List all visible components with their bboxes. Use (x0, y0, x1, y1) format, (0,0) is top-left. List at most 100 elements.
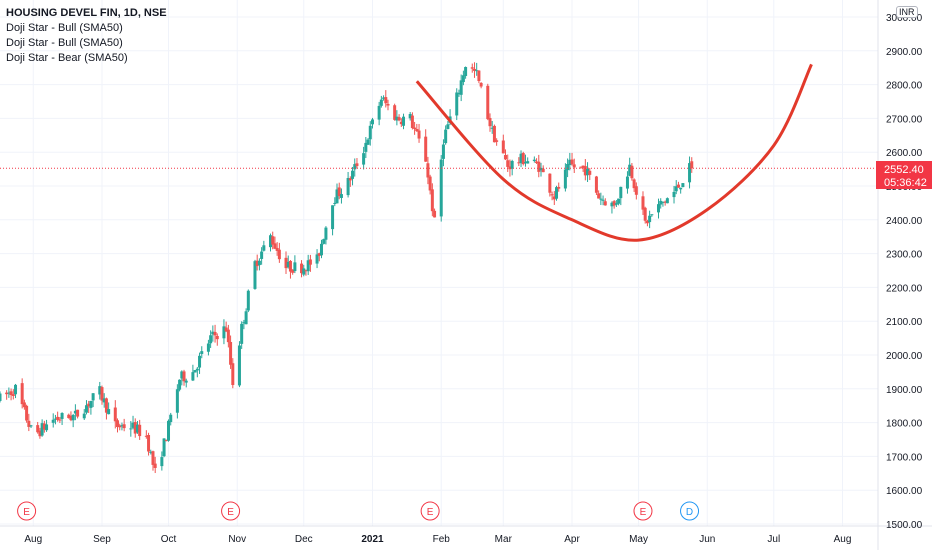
x-tick-label: Apr (564, 534, 580, 545)
candle (552, 191, 556, 205)
candle (175, 384, 179, 419)
event-marker[interactable]: E (633, 501, 653, 521)
candle (570, 152, 574, 166)
candle (630, 163, 634, 181)
candle (149, 449, 153, 455)
candle (688, 156, 692, 189)
candle (523, 154, 527, 167)
candle (215, 333, 219, 346)
candle (377, 101, 381, 126)
event-marker[interactable]: E (17, 501, 37, 521)
candle (306, 254, 310, 275)
symbol-title: HOUSING DEVEL FIN, 1D, NSE (6, 7, 167, 19)
candle (519, 150, 523, 168)
candle (339, 188, 343, 204)
candle (162, 438, 166, 458)
candle (40, 419, 44, 437)
candle (82, 409, 86, 421)
candle (446, 121, 450, 130)
candle (138, 419, 142, 440)
candle (25, 404, 29, 423)
candle (151, 450, 155, 471)
candle (645, 219, 649, 227)
candle (206, 339, 210, 356)
candle (632, 178, 636, 192)
candle (89, 400, 93, 415)
candle (213, 324, 217, 343)
candle (144, 430, 148, 439)
candle (382, 95, 386, 101)
candle (169, 412, 173, 426)
candle (402, 113, 406, 130)
candle (120, 422, 124, 431)
candle (370, 117, 374, 129)
candle (242, 319, 246, 330)
x-tick-label: Dec (295, 534, 313, 545)
candle (262, 240, 266, 252)
candle (526, 157, 530, 164)
candle (657, 198, 660, 219)
price-axis[interactable]: 1500.00 1600.00 1700.00 1800.00 1900.00 2000.… (886, 13, 923, 531)
candle (58, 417, 62, 424)
candle (441, 139, 445, 167)
candle (226, 324, 230, 348)
candle (348, 176, 352, 187)
candle (472, 62, 476, 78)
candle (45, 419, 49, 432)
candle (601, 195, 605, 206)
candle (317, 252, 321, 262)
candle (612, 199, 616, 209)
candle (464, 66, 468, 79)
candle (277, 242, 281, 263)
y-tick-label: 1700.00 (886, 452, 923, 463)
y-tick-label: 2100.00 (886, 317, 923, 328)
event-marker[interactable]: D (680, 501, 700, 521)
candle (20, 378, 24, 409)
indicator-label[interactable]: Doji Star - Bull (SMA50) (6, 37, 123, 49)
candle (364, 136, 368, 159)
event-marker[interactable]: E (221, 501, 241, 521)
candle (36, 421, 40, 434)
candle (510, 159, 514, 176)
candle (5, 390, 9, 400)
candle (521, 151, 525, 166)
candle (393, 103, 397, 121)
candle (397, 114, 401, 122)
time-axis[interactable]: Aug Sep Oct Nov Dec 2021 Feb Mar Apr May Jun Jul Aug (24, 534, 851, 545)
candle (14, 383, 18, 399)
candle (681, 183, 685, 188)
candle (229, 335, 233, 369)
candle (319, 239, 323, 259)
candle (566, 158, 570, 178)
candle (118, 423, 122, 431)
candle (410, 112, 414, 130)
cup-trendline (415, 63, 813, 242)
candle (91, 393, 95, 408)
candle (426, 156, 430, 185)
y-tick-label: 2400.00 (886, 216, 923, 227)
candle (273, 236, 277, 250)
candle (661, 201, 665, 207)
candle (568, 152, 572, 171)
indicator-label[interactable]: Doji Star - Bull (SMA50) (6, 22, 123, 34)
candle (153, 456, 157, 474)
candle (572, 158, 576, 173)
event-marker[interactable]: E (420, 501, 440, 521)
x-tick-label: Mar (495, 534, 513, 545)
candle (594, 175, 598, 196)
candle (180, 370, 184, 386)
candle (439, 155, 443, 222)
svg-text:E: E (427, 507, 434, 518)
candle (98, 381, 102, 400)
currency-badge[interactable]: INR (896, 6, 918, 18)
candle (643, 206, 647, 224)
x-tick-label: Nov (228, 534, 246, 545)
indicator-label[interactable]: Doji Star - Bear (SMA50) (6, 52, 128, 64)
y-tick-label: 1500.00 (886, 520, 923, 531)
candle (517, 157, 521, 167)
candle (625, 171, 629, 194)
candle (200, 346, 204, 359)
x-tick-label: Sep (93, 534, 111, 545)
